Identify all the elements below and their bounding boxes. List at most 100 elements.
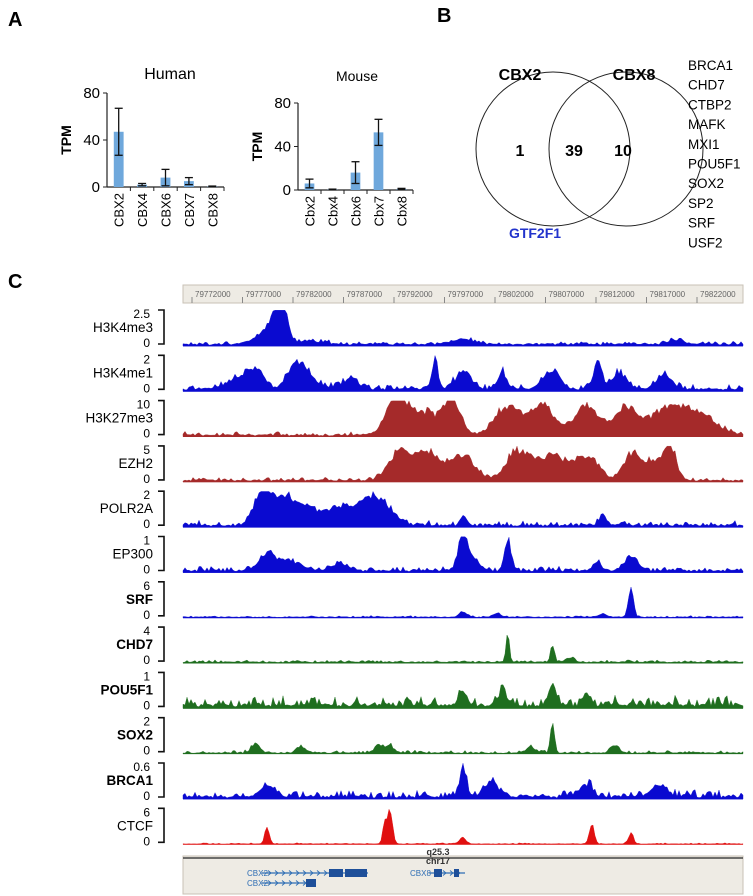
track-max-label: 10 [137,398,151,412]
signal-area [182,490,744,528]
venn-gene-name: SP2 [688,196,714,211]
track-scale-bracket [158,309,165,345]
x-tick-label: Cbx4 [326,196,341,226]
track-min-label: 0 [143,653,150,667]
signal-area [182,682,744,709]
signal-area [182,445,744,483]
x-tick-label: Cbx6 [349,196,364,226]
ruler-label: 79812000 [599,290,635,299]
track-max-label: 6 [143,579,150,593]
mouse-bar-chart: Mouse 0 40 80 TPM Cbx2 Cbx4 Cbx6 Cbx7 Cbx8 [249,68,414,226]
chart-title: Mouse [336,68,378,84]
gene-strand-arrow [288,870,293,876]
signal-area [182,763,744,800]
track-label: BRCA1 [106,773,153,788]
ruler-label: 79802000 [498,290,534,299]
y-tick-label: 40 [274,139,291,156]
venn-right-circle [548,71,704,227]
x-tick-label: CBX6 [159,193,174,227]
gene-strand-arrow [274,880,279,886]
venn-left-gene: GTF2F1 [509,225,561,241]
venn-gene-name: USF2 [688,235,723,250]
signal-area [182,723,744,754]
track-scale-bracket [158,626,165,662]
human-bar-chart: Human 0 40 80 TPM CBX2 CBX4 CBX6 CBX7 CBX8 [58,66,225,227]
track-label: SOX2 [117,728,153,743]
chrom-name-label: chr17 [426,856,450,866]
track-scale-bracket [158,535,165,572]
panel-b-letter: B [437,5,451,27]
x-tick-label: Cbx7 [372,196,387,226]
track-min-label: 0 [143,336,150,350]
track-max-label: 5 [143,443,150,457]
y-tick-label: 80 [274,95,291,112]
track-max-label: 2 [143,488,150,502]
track-max-label: 4 [143,624,150,638]
panel-c-letter: C [8,271,22,293]
gene-exon [434,869,442,877]
track-scale-bracket [158,671,165,708]
gene-label: CBX2 [247,879,268,888]
track-min-label: 0 [143,563,150,577]
track-min-label: 0 [143,744,150,758]
track-max-label: 2 [143,352,150,366]
track-scale-bracket [158,445,165,481]
track-label: H3K4me3 [93,320,153,335]
signal-area [182,808,744,845]
genome-browser: 79772000 79777000 79782000 79787000 79792000… [85,284,744,895]
gene-exon [454,869,459,877]
venn-gene-name: CHD7 [688,78,725,93]
y-tick-label: 80 [83,85,100,102]
track-max-label: 6 [143,805,150,819]
y-axis-label: TPM [249,132,265,162]
signal-area [182,310,744,347]
track-min-label: 0 [143,789,150,803]
ruler-label: 79817000 [650,290,686,299]
venn-diagram: CBX2 CBX8 1 39 10 GTF2F1 BRCA1 CHD7 CTBP2 M… [475,58,741,250]
track-scale-bracket [158,716,165,753]
venn-left-count: 1 [516,143,525,160]
track-min-label: 0 [143,427,150,441]
gene-strand-arrow [295,870,300,876]
track-label: H3K27me3 [85,411,153,426]
y-tick-label: 0 [92,179,100,196]
gene-exon [345,869,367,877]
ruler-label: 79807000 [549,290,585,299]
track-scale-bracket [158,807,165,844]
venn-left-label: CBX2 [499,67,542,84]
bar [373,132,384,190]
y-tick-label: 40 [83,132,100,149]
ruler-label: 79787000 [347,290,383,299]
ruler-label: 79777000 [246,290,282,299]
ruler-ticks: 79772000 79777000 79782000 79787000 79792000… [191,290,736,303]
gene-exon [329,869,343,877]
x-tick-label: CBX4 [135,193,150,227]
y-tick-label: 0 [283,182,291,199]
venn-gene-list: BRCA1 CHD7 CTBP2 MAFK MXI1 POU5F1 SOX2 SP2 SRF US… [688,58,741,250]
venn-gene-name: POU5F1 [688,157,741,172]
gene-strand-arrow [316,870,321,876]
gene-strand-arrow [267,880,272,886]
venn-left-circle [475,71,631,227]
gene-label: CBX8 [410,869,431,878]
bar [113,131,124,187]
x-tick-label: CBX8 [205,193,220,227]
track-min-label: 0 [143,381,150,395]
x-tick-label: Cbx2 [303,196,318,226]
panel-a-letter: A [8,9,22,31]
track-label: SRF [126,592,153,607]
gene-strand-arrow [295,880,300,886]
venn-gene-name: BRCA1 [688,58,733,73]
signal-area [182,536,744,573]
gene-annotation-area [182,855,744,895]
venn-gene-name: MXI1 [688,137,720,152]
